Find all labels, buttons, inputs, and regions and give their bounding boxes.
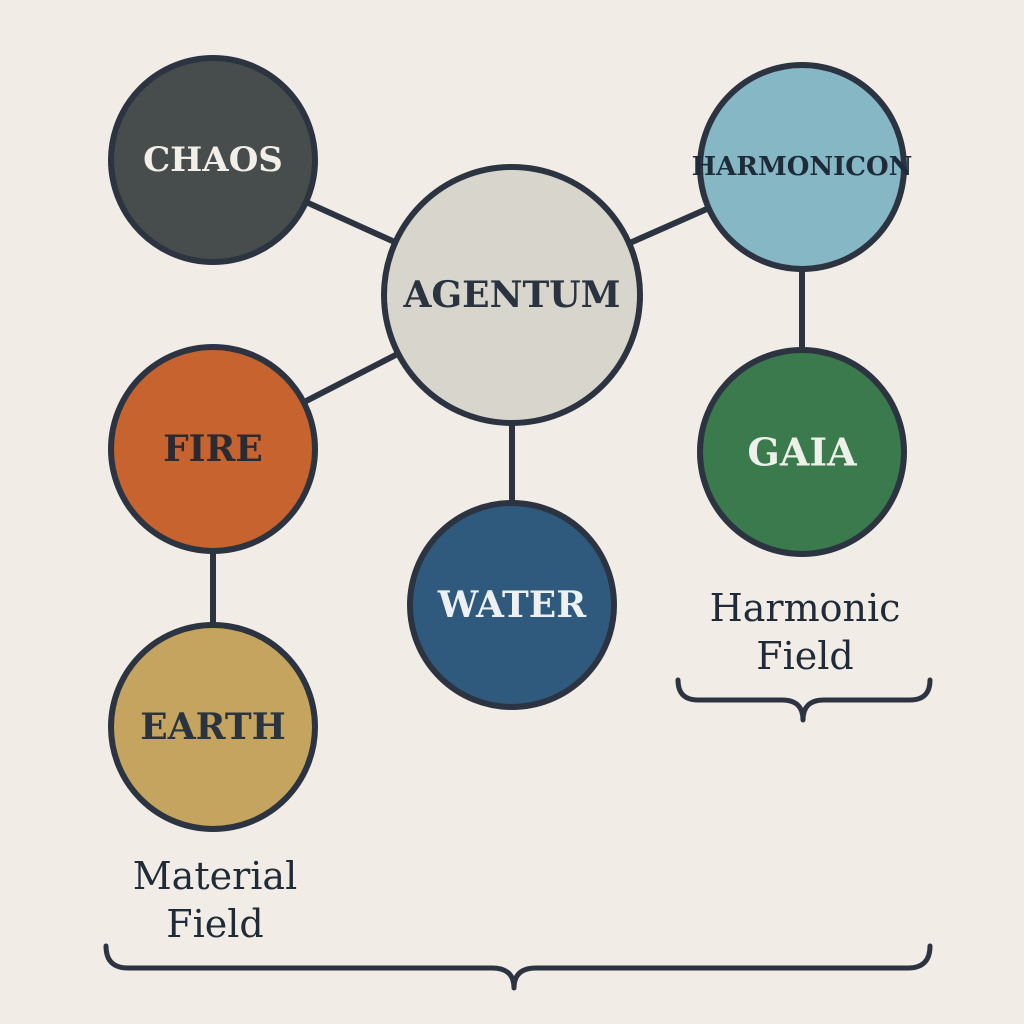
node-earth-label: EARTH [140, 706, 285, 748]
node-earth: EARTH [108, 622, 318, 832]
node-harmonicon-label: HARMONICON [692, 152, 913, 182]
node-harmonicon-circle [697, 62, 907, 272]
harmonic-field-line1: Harmonic [709, 586, 901, 630]
harmonic-field-label: Harmonic Field [690, 584, 920, 680]
material-field-line2: Field [166, 902, 264, 946]
outer-field-brace [103, 943, 933, 991]
node-water: WATER [407, 500, 617, 710]
harmonic-field-brace [675, 677, 933, 723]
harmonic-field-line2: Field [756, 634, 854, 678]
node-earth-circle [108, 622, 318, 832]
node-gaia-label: GAIA [747, 430, 857, 475]
node-fire: FIRE [108, 344, 318, 554]
nodes-layer: CHAOS AGENTUM HARMONICON FIRE GAIA WATER EARTH [108, 55, 913, 832]
node-gaia-circle [697, 347, 907, 557]
node-fire-label: FIRE [163, 428, 263, 470]
node-harmonicon: HARMONICON [692, 62, 913, 272]
node-chaos: CHAOS [108, 55, 318, 265]
material-field-line1: Material [132, 854, 298, 898]
node-agentum-label: AGENTUM [402, 274, 620, 316]
node-agentum-circle [381, 164, 643, 426]
node-water-label: WATER [437, 584, 587, 626]
material-field-label: Material Field [100, 852, 330, 948]
node-agentum: AGENTUM [381, 164, 643, 426]
node-gaia: GAIA [697, 347, 907, 557]
node-fire-circle [108, 344, 318, 554]
node-water-circle [407, 500, 617, 710]
node-chaos-circle [108, 55, 318, 265]
node-chaos-label: CHAOS [143, 140, 283, 180]
